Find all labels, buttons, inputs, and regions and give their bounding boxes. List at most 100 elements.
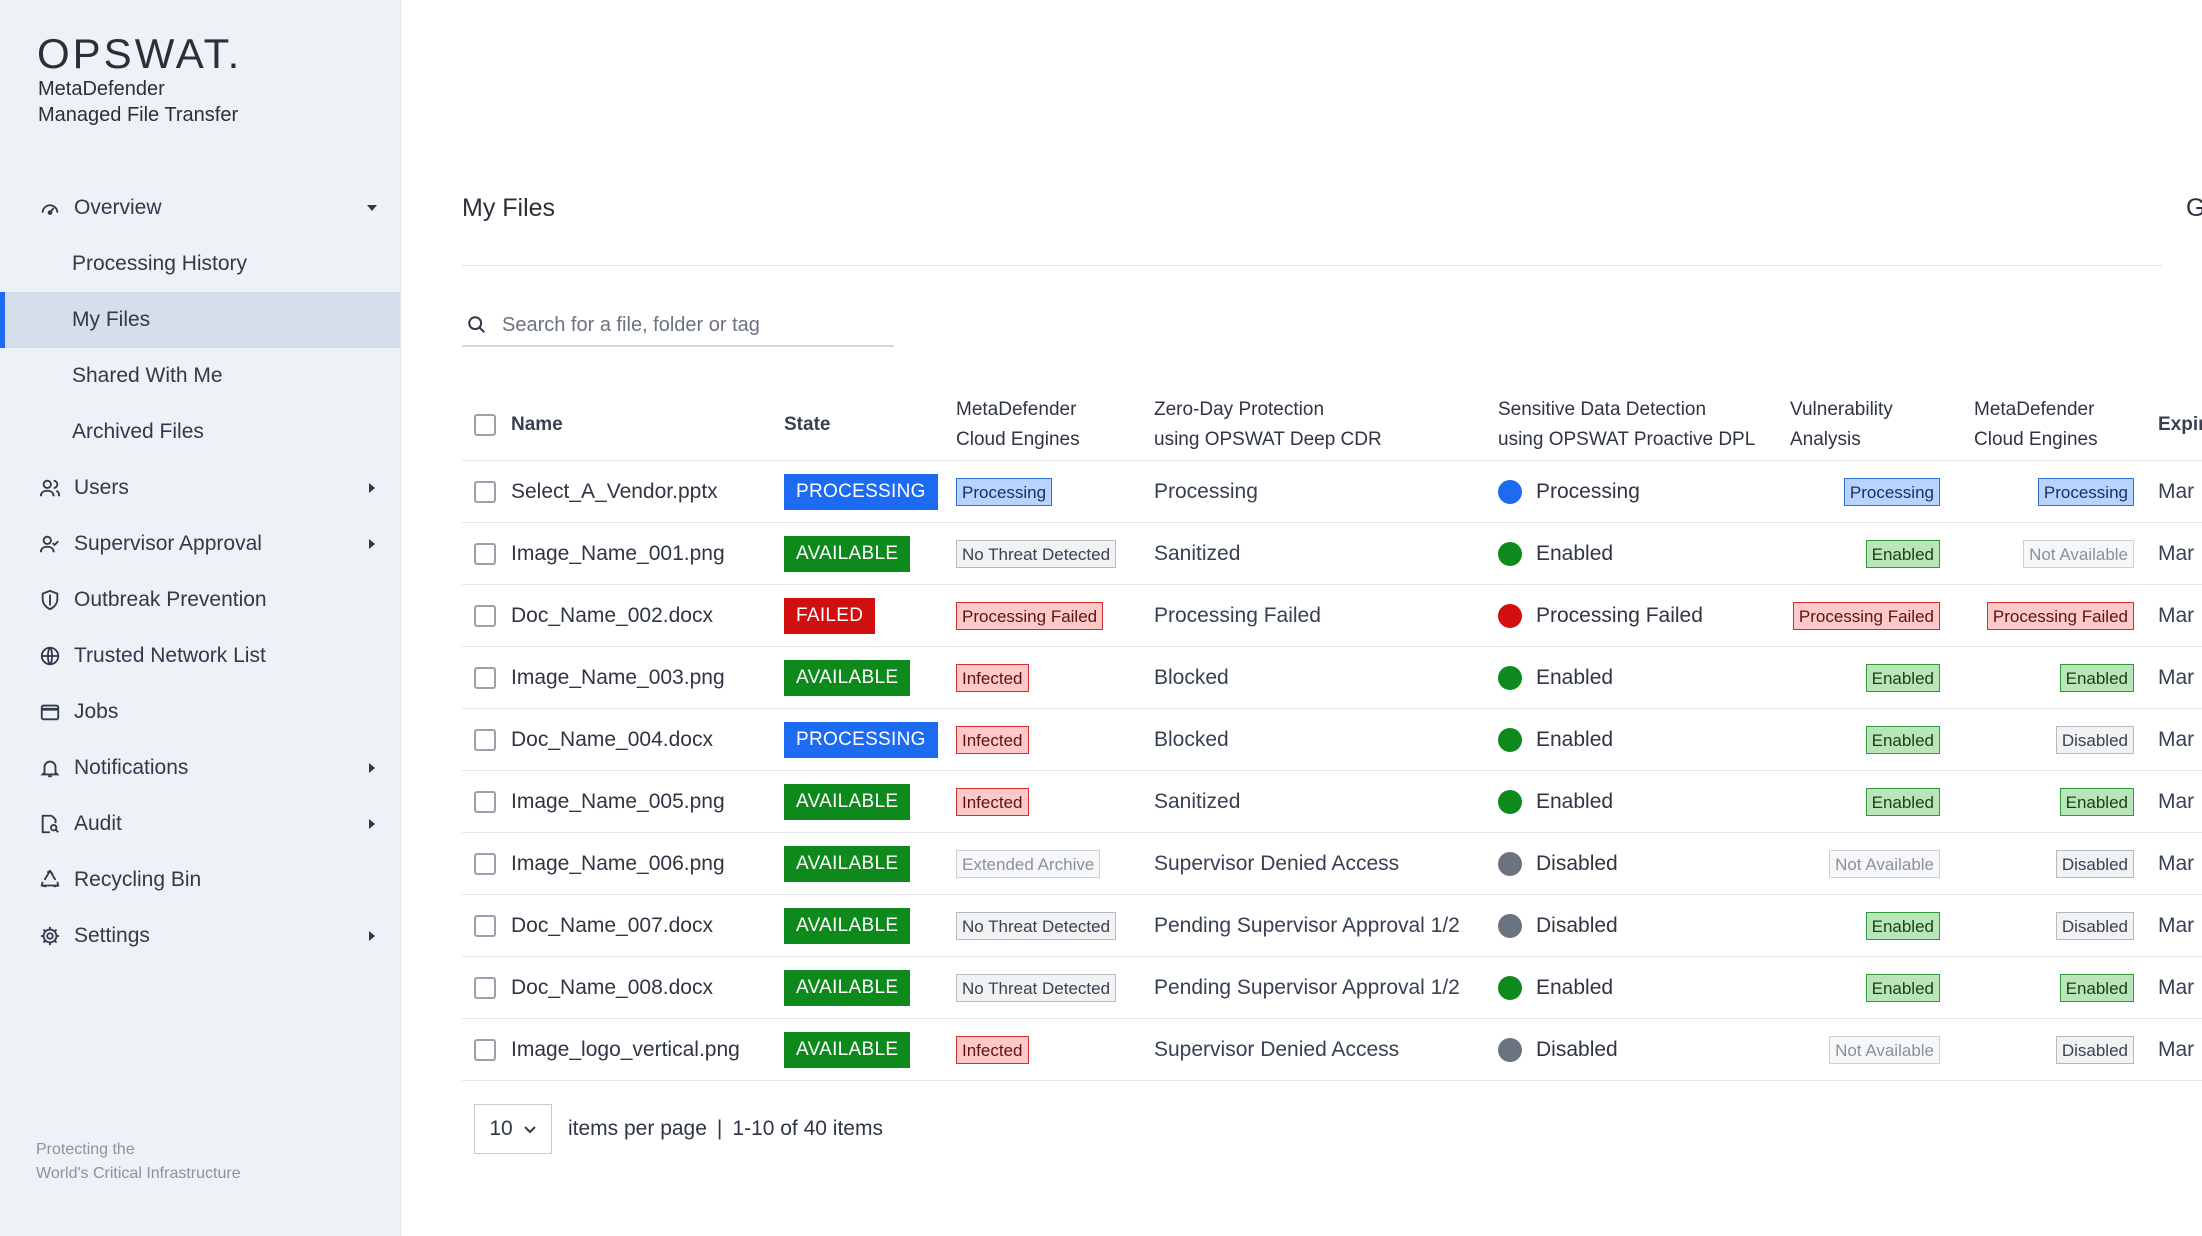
header-md-cloud-2[interactable]: MetaDefender Cloud Engines: [1974, 390, 2098, 460]
dpl-status: Processing Failed: [1536, 603, 1703, 627]
state-cell: AVAILABLE: [784, 771, 911, 832]
md-cloud-2-cell: Disabled: [1974, 895, 2134, 956]
table-row[interactable]: Doc_Name_008.docx AVAILABLE No Threat Dete…: [462, 957, 2202, 1019]
file-name[interactable]: Image_Name_003.png: [511, 665, 725, 689]
md-cloud-1-badge: Infected: [956, 663, 1029, 692]
header-expiration[interactable]: Expir: [2158, 414, 2202, 435]
table-row[interactable]: Image_Name_005.png AVAILABLE Infected Sanit…: [462, 771, 2202, 833]
product-name-line2: Managed File Transfer: [38, 104, 239, 126]
file-name[interactable]: Select_A_Vendor.pptx: [511, 479, 718, 503]
file-name[interactable]: Doc_Name_007.docx: [511, 913, 713, 937]
gear-icon: [38, 924, 62, 948]
row-select-cell: [474, 833, 496, 894]
row-checkbox[interactable]: [474, 852, 496, 875]
sidebar-item-processing-history[interactable]: Processing History: [0, 236, 400, 292]
file-name[interactable]: Image_logo_vertical.png: [511, 1037, 740, 1061]
header-deep-cdr[interactable]: Zero-Day Protection using OPSWAT Deep CDR: [1154, 390, 1382, 460]
row-checkbox[interactable]: [474, 728, 496, 751]
row-checkbox[interactable]: [474, 666, 496, 689]
state-badge: AVAILABLE: [784, 1031, 911, 1068]
status-dot: [1498, 603, 1522, 628]
table-row[interactable]: Doc_Name_007.docx AVAILABLE No Threat Dete…: [462, 895, 2202, 957]
search-bar[interactable]: [462, 305, 894, 347]
sidebar-item-jobs[interactable]: Jobs: [0, 684, 400, 740]
search-input[interactable]: [500, 312, 884, 338]
supervisor-icon: [38, 532, 62, 556]
row-checkbox[interactable]: [474, 790, 496, 813]
header-name[interactable]: Name: [511, 414, 563, 435]
vulnerability-badge: Enabled: [1865, 911, 1940, 940]
sidebar-item-settings[interactable]: Settings: [0, 908, 400, 964]
sidebar-item-overview[interactable]: Overview: [0, 180, 400, 236]
file-name[interactable]: Image_Name_005.png: [511, 789, 725, 813]
file-name[interactable]: Image_Name_006.png: [511, 851, 725, 875]
header-line: MetaDefender: [956, 399, 1077, 420]
status-dot: [1498, 665, 1522, 690]
sidebar-item-label: Users: [74, 476, 129, 499]
select-all-checkbox[interactable]: [474, 414, 496, 436]
header-line: Analysis: [1790, 429, 1861, 450]
sidebar-item-audit[interactable]: Audit: [0, 796, 400, 852]
md-cloud-1-cell: No Threat Detected: [956, 523, 1117, 584]
table-row[interactable]: Image_logo_vertical.png AVAILABLE Infected…: [462, 1019, 2202, 1081]
row-checkbox[interactable]: [474, 604, 496, 627]
sidebar-item-trusted-network-list[interactable]: Trusted Network List: [0, 628, 400, 684]
state-badge: AVAILABLE: [784, 969, 911, 1006]
file-name[interactable]: Image_Name_001.png: [511, 541, 725, 565]
md-cloud-2-badge: Disabled: [2055, 725, 2134, 754]
vulnerability-cell: Enabled: [1790, 771, 1940, 832]
sidebar-item-notifications[interactable]: Notifications: [0, 740, 400, 796]
table-row[interactable]: Image_Name_006.png AVAILABLE Extended Arch…: [462, 833, 2202, 895]
sidebar-item-supervisor-approval[interactable]: Supervisor Approval: [0, 516, 400, 572]
table-row[interactable]: Select_A_Vendor.pptx PROCESSING Processing…: [462, 461, 2202, 523]
header-right-action[interactable]: G: [2186, 194, 2202, 222]
sidebar-item-shared-with-me[interactable]: Shared With Me: [0, 348, 400, 404]
state-badge: AVAILABLE: [784, 845, 911, 882]
sidebar-item-users[interactable]: Users: [0, 460, 400, 516]
pagination: 10 items per page | 1-10 of 40 items: [474, 1104, 883, 1154]
header-proactive-dpl[interactable]: Sensitive Data Detection using OPSWAT Pro…: [1498, 390, 1755, 460]
state-cell: FAILED: [784, 585, 876, 646]
expiration-date: Mar: [2158, 479, 2195, 503]
audit-icon: [38, 812, 62, 836]
expiration-date: Mar: [2158, 603, 2195, 627]
vulnerability-cell: Not Available: [1790, 1019, 1940, 1080]
sidebar-item-recycling-bin[interactable]: Recycling Bin: [0, 852, 400, 908]
dpl-cell: Disabled: [1498, 1019, 1618, 1080]
row-checkbox[interactable]: [474, 914, 496, 937]
header-state[interactable]: State: [784, 414, 831, 435]
dpl-status: Enabled: [1536, 727, 1614, 751]
md-cloud-1-cell: Infected: [956, 647, 1029, 708]
row-checkbox[interactable]: [474, 542, 496, 565]
file-name[interactable]: Doc_Name_004.docx: [511, 727, 713, 751]
row-checkbox[interactable]: [474, 1038, 496, 1061]
product-name: MetaDefender Managed File Transfer: [38, 76, 238, 128]
table-row[interactable]: Image_Name_003.png AVAILABLE Infected Block…: [462, 647, 2202, 709]
sidebar-item-label: Outbreak Prevention: [74, 588, 267, 611]
md-cloud-2-cell: Not Available: [1974, 523, 2134, 584]
table-row[interactable]: Image_Name_001.png AVAILABLE No Threat Det…: [462, 523, 2202, 585]
sidebar-item-outbreak-prevention[interactable]: Outbreak Prevention: [0, 572, 400, 628]
row-checkbox[interactable]: [474, 480, 496, 503]
row-checkbox[interactable]: [474, 976, 496, 999]
expiration-date: Mar: [2158, 1037, 2195, 1061]
dpl-cell: Enabled: [1498, 647, 1613, 708]
file-name[interactable]: Doc_Name_008.docx: [511, 975, 713, 999]
sidebar-item-label: Recycling Bin: [74, 868, 202, 891]
table-row[interactable]: Doc_Name_002.docx FAILED Processing Failed…: [462, 585, 2202, 647]
table-row[interactable]: Doc_Name_004.docx PROCESSING Infected Block…: [462, 709, 2202, 771]
sidebar-item-label: Archived Files: [72, 420, 204, 443]
header-vulnerability[interactable]: Vulnerability Analysis: [1790, 390, 1893, 460]
header-md-cloud-1[interactable]: MetaDefender Cloud Engines: [956, 390, 1080, 460]
per-page-select[interactable]: 10: [474, 1104, 552, 1154]
status-dot: [1498, 913, 1522, 938]
status-dot: [1498, 851, 1522, 876]
sidebar-item-my-files[interactable]: My Files: [0, 292, 400, 348]
file-name[interactable]: Doc_Name_002.docx: [511, 603, 713, 627]
status-dot: [1498, 727, 1522, 752]
caret-right-icon: [366, 532, 378, 556]
header-line: using OPSWAT Proactive DPL: [1498, 429, 1756, 450]
deep-cdr-status: Supervisor Denied Access: [1154, 851, 1400, 875]
pagination-separator: |: [716, 1117, 723, 1140]
sidebar-item-archived-files[interactable]: Archived Files: [0, 404, 400, 460]
